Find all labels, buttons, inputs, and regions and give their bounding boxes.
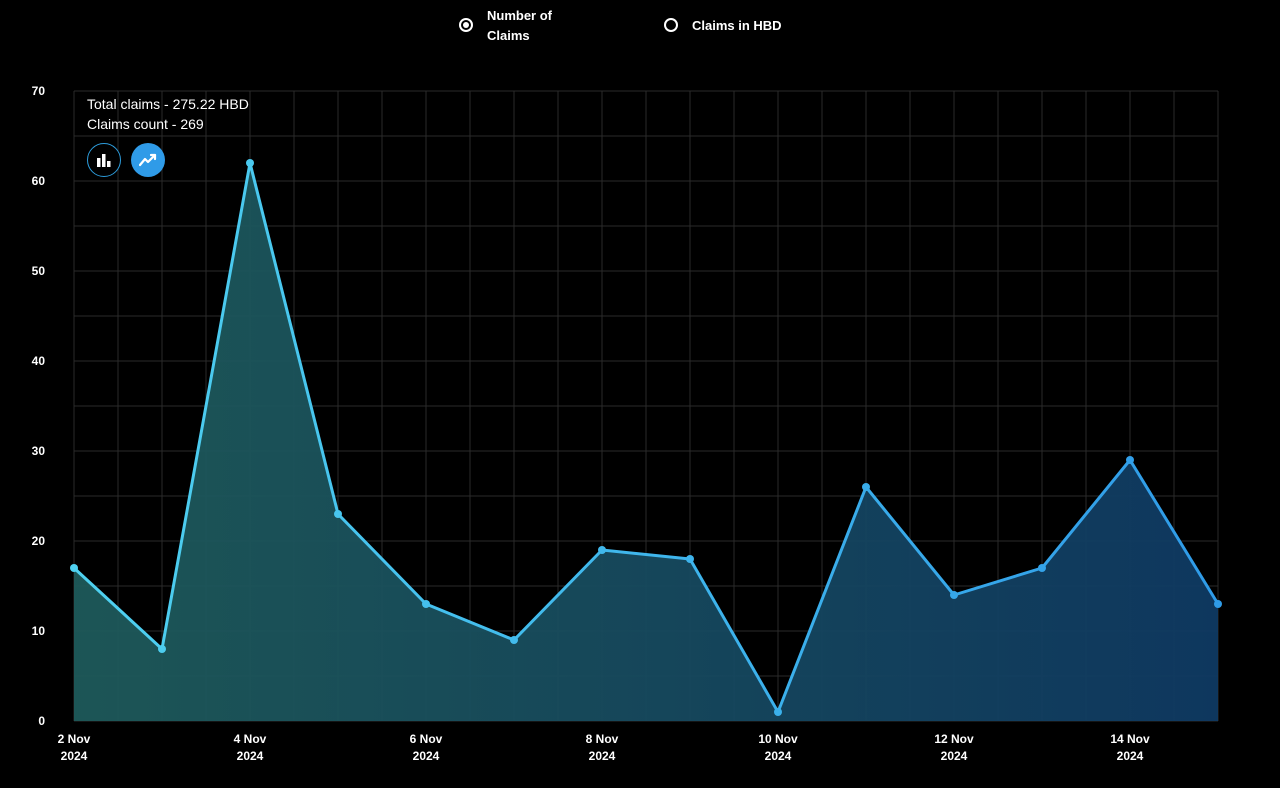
- x-tick-label: 10 Nov: [758, 732, 798, 746]
- y-tick-label: 20: [32, 534, 46, 548]
- x-tick-year: 2024: [765, 749, 792, 763]
- data-point[interactable]: [862, 483, 870, 491]
- data-points: [70, 159, 1222, 716]
- x-tick-label: 8 Nov: [586, 732, 619, 746]
- line-chart-icon: [139, 153, 157, 167]
- data-point[interactable]: [950, 591, 958, 599]
- data-point[interactable]: [246, 159, 254, 167]
- number-of-claims-option[interactable]: Number of Claims: [455, 6, 660, 46]
- x-tick-year: 2024: [1117, 749, 1144, 763]
- number-of-claims-label: Number of Claims: [487, 8, 552, 43]
- radio-selected-icon[interactable]: [459, 18, 473, 32]
- x-tick-label: 12 Nov: [934, 732, 974, 746]
- line-chart-button[interactable]: [131, 143, 165, 177]
- data-point[interactable]: [1214, 600, 1222, 608]
- data-point[interactable]: [70, 564, 78, 572]
- data-point[interactable]: [686, 555, 694, 563]
- y-tick-label: 40: [32, 354, 46, 368]
- claims-in-hbd-option[interactable]: Claims in HBD: [660, 6, 782, 46]
- data-point[interactable]: [334, 510, 342, 518]
- data-point[interactable]: [422, 600, 430, 608]
- x-tick-year: 2024: [413, 749, 440, 763]
- x-tick-label: 2 Nov: [58, 732, 91, 746]
- x-tick-label: 6 Nov: [410, 732, 443, 746]
- data-point[interactable]: [158, 645, 166, 653]
- y-axis-ticks: 0 10 20 30 40 50 60 70: [32, 84, 46, 728]
- data-point[interactable]: [1126, 456, 1134, 464]
- metric-toggle: Number of Claims Claims in HBD: [455, 6, 782, 46]
- claims-count-text: Claims count - 269: [87, 116, 204, 132]
- radio-unselected-icon[interactable]: [664, 18, 678, 32]
- y-tick-label: 30: [32, 444, 46, 458]
- y-tick-label: 50: [32, 264, 46, 278]
- claims-in-hbd-label: Claims in HBD: [692, 18, 782, 33]
- total-claims-text: Total claims - 275.22 HBD: [87, 96, 249, 112]
- data-point[interactable]: [774, 708, 782, 716]
- data-point[interactable]: [510, 636, 518, 644]
- x-tick-label: 4 Nov: [234, 732, 267, 746]
- x-axis-ticks: 2 Nov 2024 4 Nov 2024 6 Nov 2024 8 Nov 2024 10 N…: [58, 732, 1150, 763]
- summary-panel: Total claims - 275.22 HBD Claims count -…: [87, 94, 249, 134]
- y-tick-label: 60: [32, 174, 46, 188]
- y-tick-label: 0: [38, 714, 45, 728]
- data-point[interactable]: [598, 546, 606, 554]
- data-point[interactable]: [1038, 564, 1046, 572]
- x-tick-label: 14 Nov: [1110, 732, 1150, 746]
- area-fill: [74, 163, 1218, 721]
- bar-chart-icon: [97, 154, 111, 167]
- x-tick-year: 2024: [589, 749, 616, 763]
- x-tick-year: 2024: [61, 749, 88, 763]
- bar-chart-button[interactable]: [87, 143, 121, 177]
- chart-type-buttons: [87, 143, 165, 177]
- x-tick-year: 2024: [941, 749, 968, 763]
- y-tick-label: 10: [32, 624, 46, 638]
- x-tick-year: 2024: [237, 749, 264, 763]
- series-line: [72, 161, 1220, 714]
- y-tick-label: 70: [32, 84, 46, 98]
